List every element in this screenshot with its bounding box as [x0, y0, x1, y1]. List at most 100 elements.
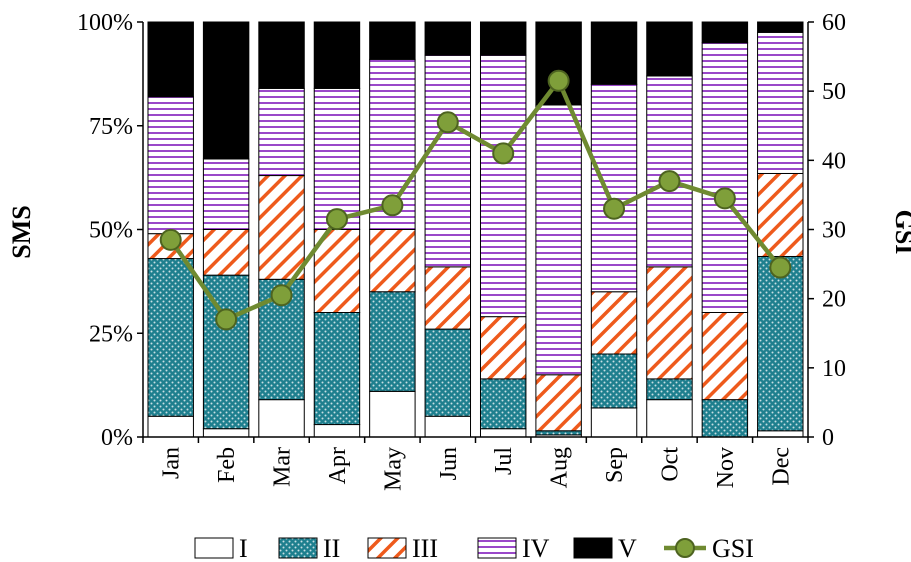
bar-segment-III-Nov	[701, 312, 749, 401]
x-tick-label: Jul	[491, 447, 517, 475]
bar-segment-II-Jul	[479, 378, 527, 430]
bar-segment-III-May	[369, 229, 416, 293]
bar-segment-II-May	[369, 291, 416, 392]
bar-segment-IV-Jun	[424, 54, 472, 268]
y-axis-title: SMS	[7, 205, 36, 258]
legend-swatch-GSI-marker	[675, 538, 695, 558]
bar-segment-I-Mar	[258, 399, 305, 438]
bar-segment-III-Sep	[590, 291, 638, 355]
bar-segment-IV-Jul	[479, 54, 527, 318]
y2-tick-label: 40	[822, 148, 846, 174]
y-tick-label: 75%	[89, 114, 133, 140]
y-tick-label: 25%	[89, 321, 133, 347]
bar-segment-I-Oct	[646, 399, 693, 438]
bar-segment-II-Aug	[535, 430, 582, 436]
y2-tick-label: 0	[822, 425, 834, 451]
bar-segment-V-May	[369, 21, 416, 60]
bar-segment-V-Oct	[646, 21, 693, 77]
legend-label-V: V	[618, 534, 637, 562]
bar-segment-V-Dec	[757, 21, 804, 33]
bar-segment-III-Oct	[646, 266, 693, 380]
legend: I II III IV V GSI	[194, 534, 754, 562]
bar-segment-IV-Mar	[258, 87, 305, 177]
y-tick-label: 50%	[89, 218, 133, 244]
bar-segment-I-May	[369, 390, 416, 438]
x-tick-label: Jan	[159, 447, 185, 479]
x-tick-label: Oct	[657, 447, 683, 482]
gsi-point-Mar	[270, 284, 293, 307]
bar-segment-II-Sep	[590, 353, 638, 409]
bar-segment-V-Nov	[701, 21, 749, 44]
bar-segment-V-Feb	[202, 21, 250, 160]
bar-segment-I-Jun	[424, 415, 472, 438]
gsi-point-Aug	[547, 69, 570, 92]
gsi-point-Sep	[603, 197, 626, 220]
bar-segment-III-Aug	[535, 374, 582, 432]
gsi-point-Apr	[325, 208, 348, 231]
x-tick-label: Apr	[325, 447, 351, 484]
legend-swatch-I	[194, 537, 234, 559]
x-tick-label: Feb	[214, 447, 240, 483]
x-tick-label: Mar	[270, 447, 296, 487]
y2-axis-title: GSI	[890, 210, 911, 255]
bar-segment-IV-Nov	[701, 42, 749, 313]
gsi-point-Nov	[713, 187, 736, 210]
gsi-point-Feb	[215, 308, 238, 331]
bar-segment-V-Jul	[479, 21, 527, 56]
bar-segment-II-Jan	[147, 258, 194, 417]
x-tick-label: Aug	[547, 447, 573, 488]
y2-tick-label: 50	[822, 79, 846, 105]
legend-label-GSI: GSI	[712, 534, 754, 562]
bar-segment-V-Aug	[535, 21, 582, 106]
bar-segment-I-Feb	[202, 428, 250, 438]
x-tick-label: Jun	[436, 447, 462, 480]
legend-label-I: I	[239, 534, 248, 562]
x-tick-label: Sep	[602, 447, 628, 483]
y2-tick-label: 60	[822, 10, 846, 36]
gsi-line-layer	[159, 69, 792, 331]
legend-label-II: II	[323, 534, 340, 562]
legend-label-III: III	[412, 534, 438, 562]
x-tick-label: Dec	[768, 447, 794, 486]
bar-segment-III-Dec	[757, 172, 804, 257]
y2-tick-label: 30	[822, 218, 846, 244]
y2-tick-label: 20	[822, 287, 846, 313]
bar-segment-I-Sep	[590, 407, 638, 438]
gsi-point-May	[381, 194, 404, 217]
bar-segment-III-Mar	[258, 175, 305, 280]
legend-swatch-V	[573, 537, 613, 559]
bar-segment-IV-Aug	[535, 104, 582, 376]
gsi-point-Jul	[492, 142, 515, 165]
bar-segment-II-Apr	[313, 312, 361, 426]
y2-tick-label: 10	[822, 356, 846, 382]
legend-swatch-IV	[477, 537, 517, 559]
bar-segment-IV-Sep	[590, 83, 638, 293]
bar-segment-V-Mar	[258, 21, 305, 89]
bar-segment-IV-Feb	[202, 158, 250, 230]
gsi-point-Jun	[436, 111, 459, 134]
bar-segment-I-Jan	[147, 415, 194, 438]
axes: 0% 25% 50% 75% 100% 0 10 20 30 40 50 60 Jan Feb Mar Apr…	[77, 10, 846, 491]
y-tick-label: 100%	[77, 10, 133, 36]
legend-swatch-III	[367, 537, 407, 559]
bar-layer	[147, 21, 804, 438]
bar-segment-IV-Jan	[147, 96, 194, 235]
bar-segment-II-Nov	[701, 399, 749, 438]
gsi-point-Dec	[769, 256, 792, 279]
bar-segment-I-Apr	[313, 424, 361, 438]
bar-segment-II-Dec	[757, 255, 804, 432]
bar-segment-I-Jul	[479, 428, 527, 438]
gsi-point-Oct	[658, 170, 681, 193]
bar-segment-IV-Dec	[757, 31, 804, 174]
bar-segment-III-Jul	[479, 316, 527, 380]
y-tick-label: 0%	[101, 425, 133, 451]
bar-segment-III-Jun	[424, 266, 472, 330]
bar-segment-V-Sep	[590, 21, 638, 85]
gsi-point-Jan	[159, 228, 182, 251]
legend-label-IV: IV	[522, 534, 550, 562]
x-tick-label: Nov	[713, 447, 739, 488]
x-tick-label: May	[380, 447, 406, 491]
legend-swatch-II	[278, 537, 318, 559]
bar-segment-II-Jun	[424, 328, 472, 417]
